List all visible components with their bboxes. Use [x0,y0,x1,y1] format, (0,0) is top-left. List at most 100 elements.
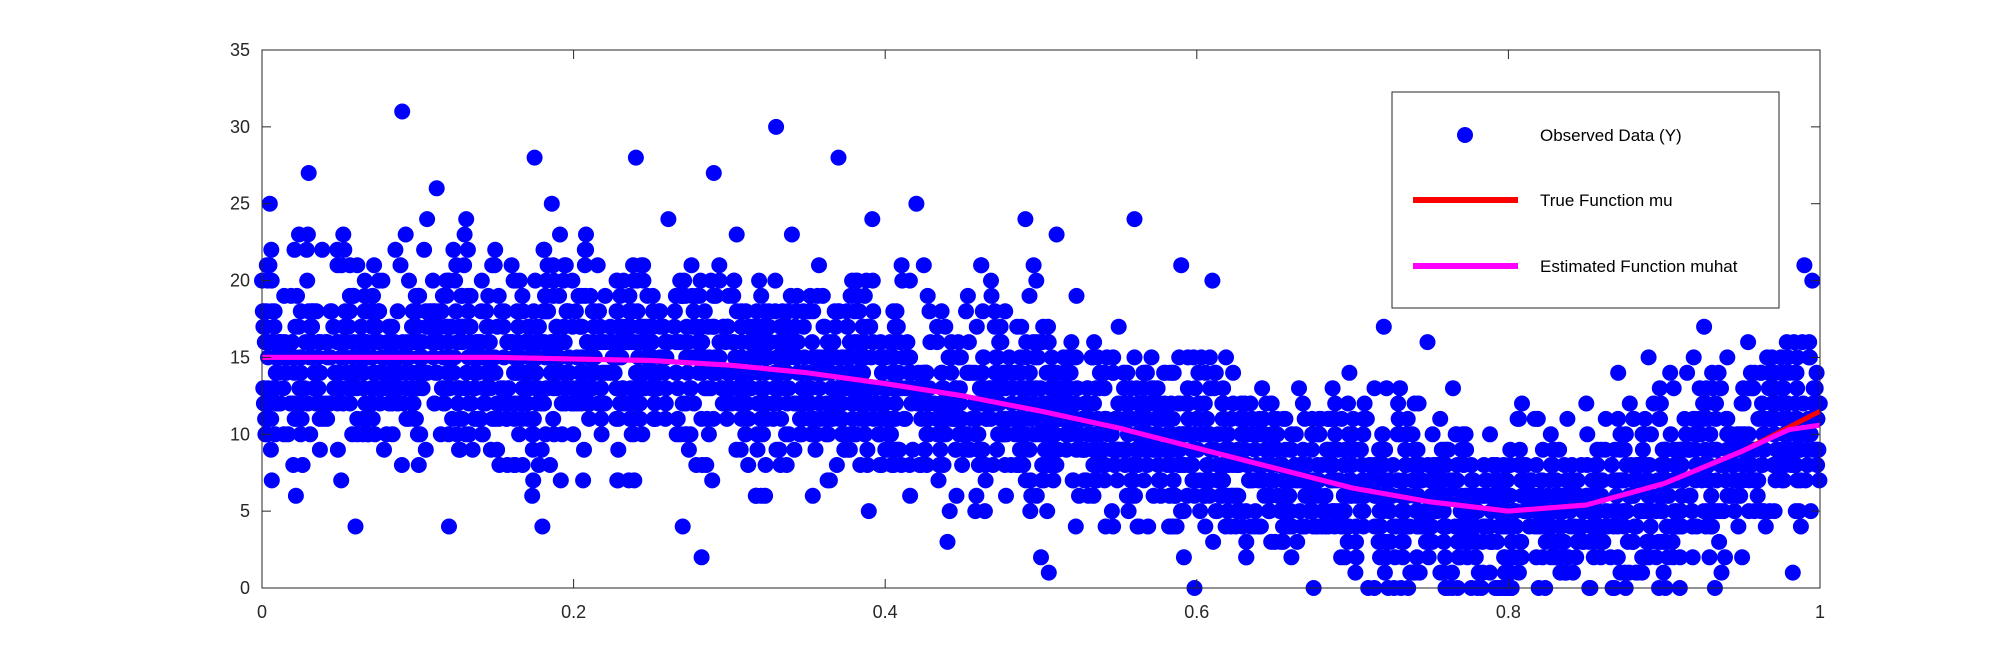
legend: Observed Data (Y) True Function mu Estim… [1391,91,1780,309]
scatter-point [1509,410,1526,427]
scatter-point [527,272,544,289]
scatter-point [952,349,969,366]
scatter-point [762,334,779,351]
scatter-point [939,533,956,550]
scatter-point [1652,410,1668,427]
scatter-point [459,241,476,258]
scatter-point [347,518,364,535]
scatter-point [451,441,467,458]
scatter-point [968,318,985,335]
scatter-point [667,287,684,304]
scatter-point [767,272,784,289]
scatter-point [1001,349,1018,366]
scatter-point [1215,380,1232,397]
scatter-point [711,257,728,274]
scatter-point [1719,410,1736,427]
scatter-point [682,380,699,397]
scatter-point [1034,426,1051,443]
x-tick-label: 0.4 [873,602,898,622]
scatter-point [275,426,292,443]
scatter-point [1734,426,1751,443]
scatter-point [856,287,873,304]
scatter-point [1634,564,1651,581]
scatter-point [487,241,504,258]
scatter-point [937,318,954,335]
scatter-point [627,149,644,166]
scatter-point [855,318,871,335]
scatter-point [943,364,960,381]
scatter-point [1165,364,1182,381]
scatter-point [349,257,366,274]
scatter-point [1753,364,1770,381]
legend-marker-observed [1457,127,1473,143]
scatter-point [842,287,859,304]
y-tick-label: 5 [240,501,250,521]
scatter-point [660,211,677,228]
scatter-point [1030,410,1047,427]
scatter-point [1750,410,1767,427]
scatter-point [1242,395,1259,412]
scatter-point [975,349,992,366]
scatter-point [1723,457,1740,473]
scatter-point [804,334,821,351]
scatter-point [1552,487,1569,504]
scatter-point [364,395,381,412]
scatter-point [343,364,360,381]
scatter-point [1040,564,1057,581]
scatter-point [1079,395,1096,412]
scatter-point [1065,472,1082,489]
scatter-point [489,318,506,335]
scatter-point [1730,518,1747,535]
scatter-point [311,441,328,458]
scatter-point [1135,410,1152,427]
scatter-point [760,349,777,366]
scatter-point [757,457,774,473]
scatter-point [1421,518,1438,535]
scatter-point [1579,457,1595,473]
scatter-point [853,380,870,397]
scatter-point [1335,487,1352,504]
scatter-point [424,272,441,289]
x-tick-label: 0 [257,602,267,622]
scatter-point [490,287,507,304]
scatter-point [811,257,827,274]
scatter-point [1042,380,1059,397]
scatter-point [931,457,948,473]
scatter-point [1126,349,1143,366]
scatter-point [749,441,766,458]
scatter-point [930,472,947,489]
scatter-point [1291,380,1307,397]
scatter-point [1129,518,1146,535]
scatter-point [477,395,494,412]
scatter-point [1339,533,1356,550]
scatter-point [1696,318,1713,335]
scatter-point [1152,487,1169,504]
scatter-point [1085,349,1102,366]
scatter-point [1432,410,1449,427]
scatter-point [609,272,626,289]
scatter-point [539,303,556,320]
scatter-point [693,549,710,566]
scatter-point [831,303,848,320]
scatter-point [636,364,653,381]
scatter-point [998,487,1014,504]
scatter-point [1287,426,1304,443]
scatter-point [292,380,309,397]
scatter-point [462,318,479,335]
scatter-point [908,195,925,212]
scatter-point [1347,564,1364,581]
scatter-point [1636,549,1653,566]
scatter-point [399,334,415,351]
scatter-point [1657,441,1673,458]
scatter-point [864,211,881,228]
scatter-point [780,334,797,351]
scatter-point [1397,441,1414,458]
scatter-point [1257,441,1274,458]
scatter-point [1356,395,1373,412]
scatter-point [441,518,457,535]
scatter-point [1780,441,1797,458]
scatter-point [1184,472,1201,489]
y-tick-label: 35 [230,40,250,60]
scatter-point [1217,426,1233,443]
scatter-point [660,334,677,351]
